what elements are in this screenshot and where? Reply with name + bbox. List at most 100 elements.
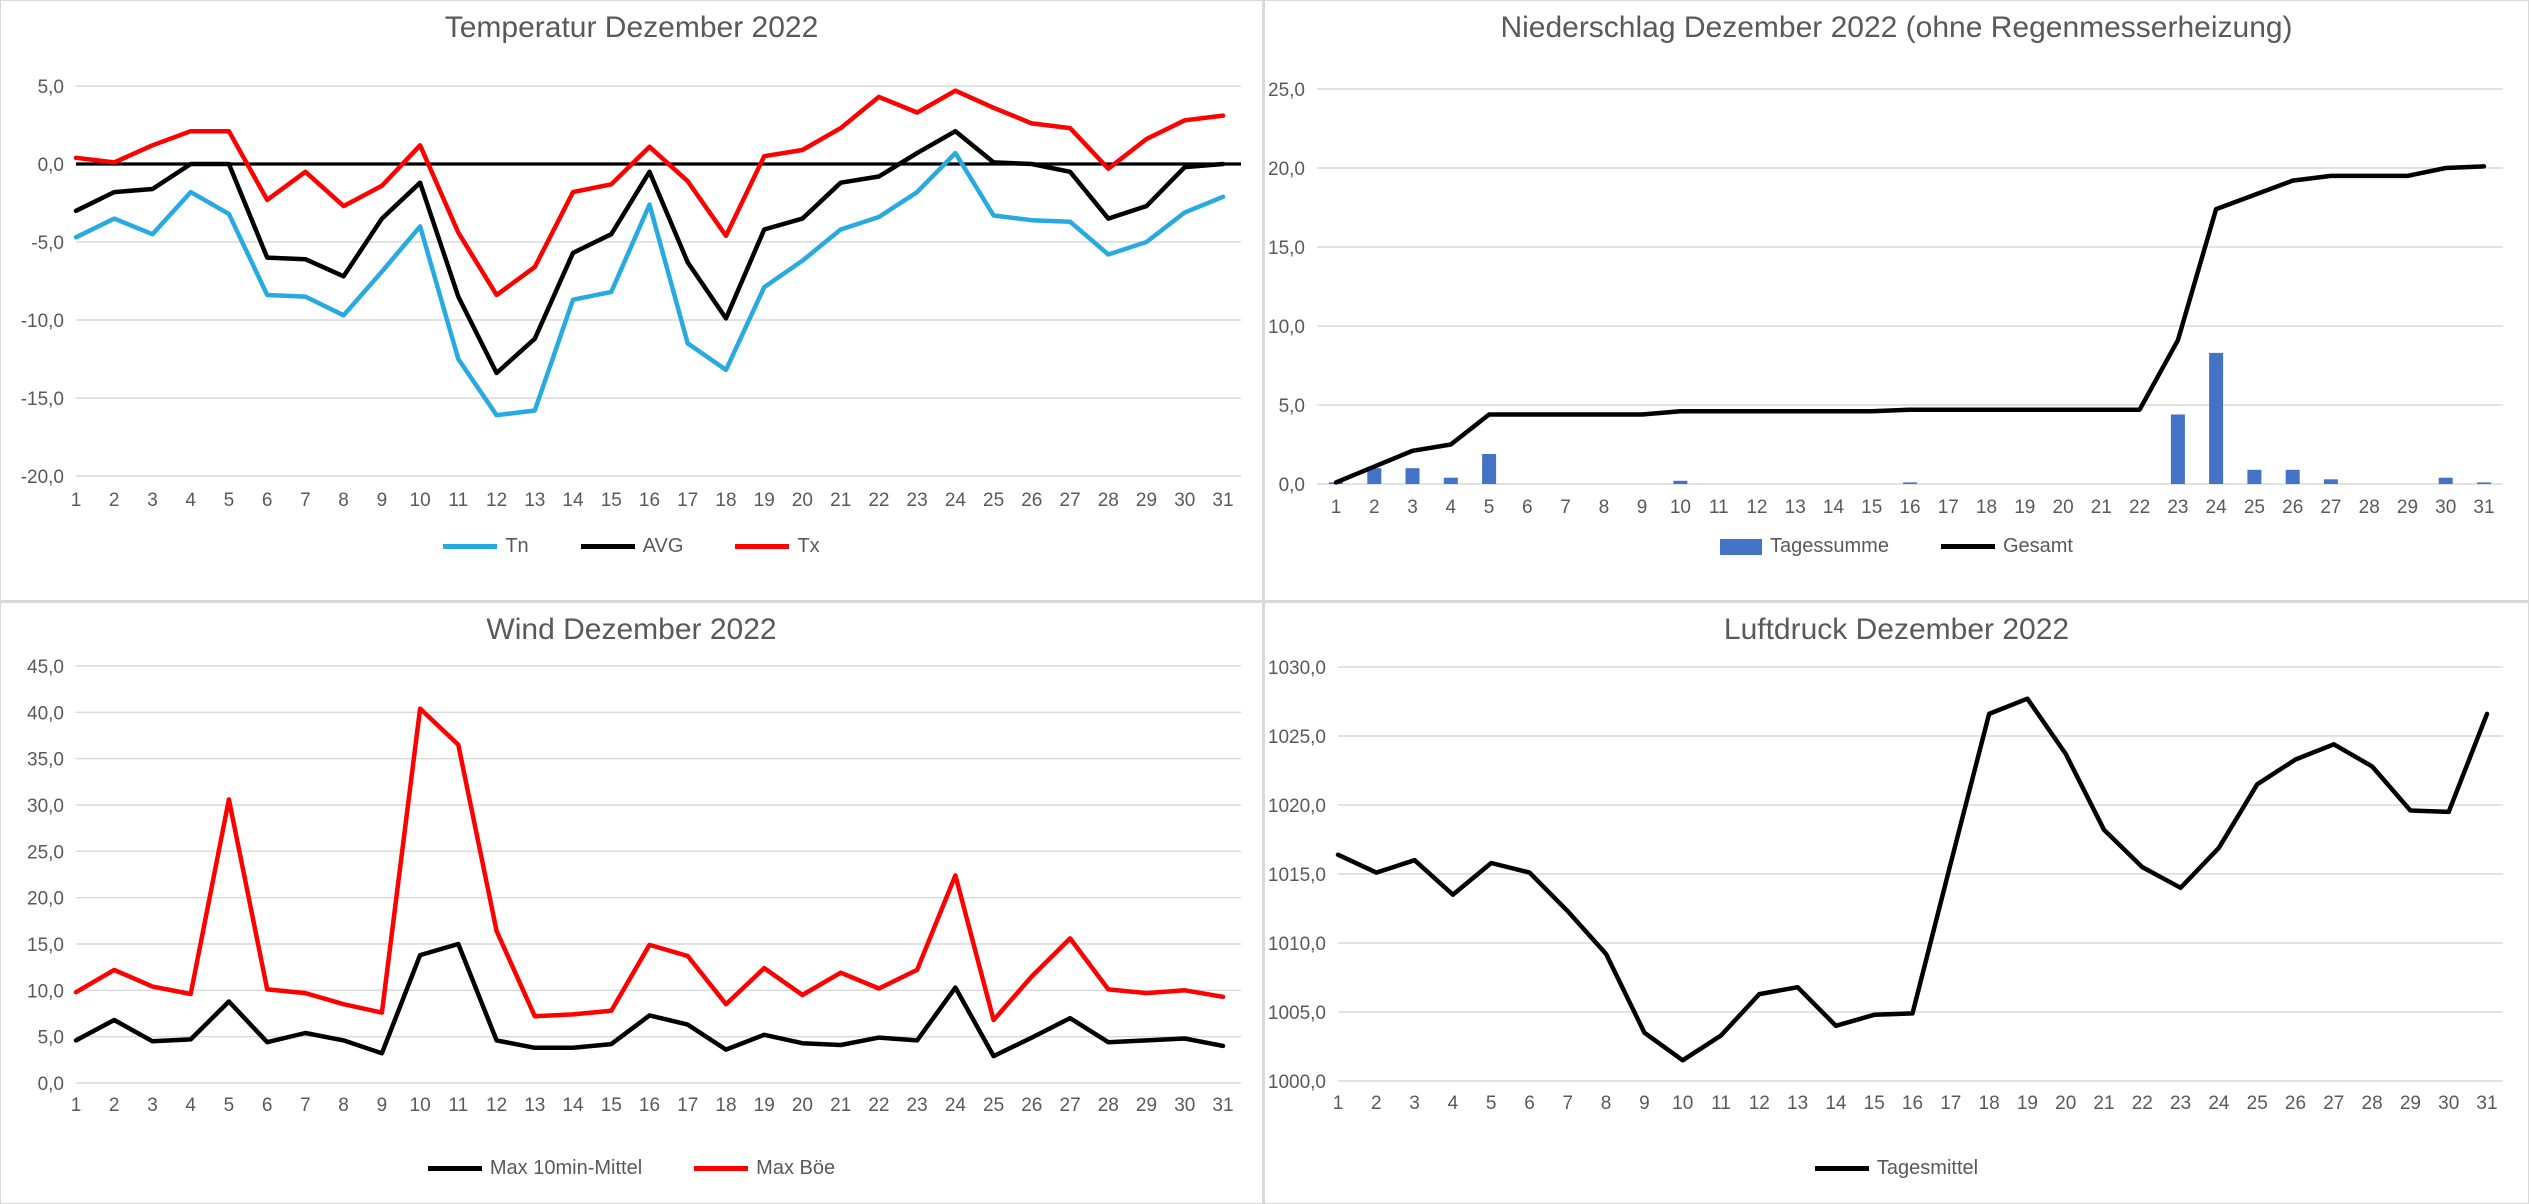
x-tick-label: 25 <box>983 1095 1004 1116</box>
x-tick-label: 23 <box>907 490 928 511</box>
x-tick-label: 14 <box>562 490 584 511</box>
x-tick-label: 19 <box>2014 497 2035 518</box>
x-tick-label: 22 <box>868 490 889 511</box>
temperature-chart-title: Temperatur Dezember 2022 <box>444 11 819 44</box>
legend-item-tagessumme: Tagessumme <box>1720 535 1889 558</box>
legend-label-tx: Tx <box>797 535 820 557</box>
x-tick-label: 13 <box>1787 1093 1808 1114</box>
x-tick-label: 15 <box>601 490 622 511</box>
x-tick-label: 12 <box>1746 497 1767 518</box>
x-tick-label: 20 <box>792 490 813 511</box>
y-tick-label: 15,0 <box>1268 238 1305 259</box>
y-tick-label: 1005,0 <box>1268 1003 1326 1024</box>
x-tick-label: 24 <box>945 1095 967 1116</box>
x-tick-label: 25 <box>2247 1093 2268 1114</box>
x-tick-label: 18 <box>715 1095 736 1116</box>
bar-tagessumme <box>2323 479 2338 484</box>
bar-tagessumme <box>2247 469 2262 484</box>
wind-legend: Max 10min-Mittel Max Böe <box>1 1157 1262 1180</box>
x-tick-label: 21 <box>830 1095 851 1116</box>
y-tick-label: 0,0 <box>38 155 64 176</box>
bar-tagessumme <box>2438 477 2453 484</box>
x-tick-label: 30 <box>2435 497 2456 518</box>
x-tick-label: 24 <box>2206 497 2228 518</box>
tagesmittel-line-swatch <box>1814 1166 1869 1171</box>
x-tick-label: 11 <box>1709 497 1729 518</box>
x-tick-label: 30 <box>1174 1095 1195 1116</box>
gesamt-line-swatch <box>1940 544 1995 549</box>
x-tick-label: 22 <box>2129 497 2150 518</box>
y-tick-label: 10,0 <box>1268 317 1305 338</box>
y-tick-label: 1025,0 <box>1268 727 1326 748</box>
x-tick-label: 13 <box>524 490 545 511</box>
x-tick-label: 1 <box>1331 497 1342 518</box>
wind-chart-panel: Wind Dezember 2022 45,0 40,0 35,0 30,0 25,0 2… <box>1 603 1262 1203</box>
x-tick-label: 2 <box>109 490 120 511</box>
y-tick-label: 5,0 <box>1279 396 1305 417</box>
avg-line-swatch <box>580 544 635 549</box>
x-tick-label: 11 <box>448 1095 468 1116</box>
x-tick-label: 7 <box>1560 497 1571 518</box>
bar-tagessumme <box>2170 414 2185 484</box>
y-tick-label: -5,0 <box>31 233 64 254</box>
y-tick-label: 30,0 <box>27 796 64 817</box>
x-tick-label: 26 <box>1021 490 1042 511</box>
bar-tagessumme <box>1367 468 1382 484</box>
x-tick-label: 10 <box>410 490 431 511</box>
x-tick-label: 2 <box>1371 1093 1382 1114</box>
legend-label-gesamt: Gesamt <box>2002 535 2073 557</box>
x-tick-label: 11 <box>448 490 468 511</box>
y-tick-label: 25,0 <box>1268 80 1305 101</box>
x-tick-label: 13 <box>1785 497 1806 518</box>
series-line-avg <box>73 128 1226 376</box>
x-tick-label: 27 <box>1060 1095 1081 1116</box>
legend-label-avg: AVG <box>642 535 684 557</box>
x-tick-label: 2 <box>109 1095 120 1116</box>
temperature-chart-panel: Temperatur Dezember 2022 5,0 0,0 -5,0 -10,0… <box>1 1 1262 600</box>
x-tick-label: 8 <box>1599 497 1610 518</box>
x-tick-label: 24 <box>945 490 967 511</box>
y-tick-label: 1000,0 <box>1268 1072 1326 1093</box>
y-tick-label: 0,0 <box>1279 475 1305 496</box>
x-tick-label: 1 <box>71 490 82 511</box>
precipitation-chart-plot: 25,020,015,010,05,00,01 2 3 4 5 6 7 8 9 10 11 12 13 1… <box>1268 80 2503 518</box>
x-tick-label: 2 <box>1369 497 1380 518</box>
x-tick-label: 5 <box>1486 1093 1497 1114</box>
x-tick-label: 24 <box>2208 1093 2230 1114</box>
precipitation-legend: Tagessumme Gesamt <box>1265 535 2528 558</box>
x-tick-label: 17 <box>677 1095 698 1116</box>
series-line-tagesmittel <box>1335 696 2490 1063</box>
y-tick-label: 1020,0 <box>1268 796 1326 817</box>
bar-tagessumme <box>1405 468 1420 484</box>
x-tick-label: 29 <box>2397 497 2418 518</box>
x-tick-label: 27 <box>1060 490 1081 511</box>
precipitation-chart-panel: Niederschlag Dezember 2022 (ohne Regenme… <box>1265 1 2528 600</box>
y-tick-label: 1015,0 <box>1268 865 1326 886</box>
x-tick-label: 6 <box>1522 497 1533 518</box>
x-tick-label: 10 <box>1672 1093 1693 1114</box>
legend-label-tagesmittel: Tagesmittel <box>1876 1157 1979 1179</box>
x-tick-label: 16 <box>639 490 660 511</box>
x-tick-label: 14 <box>1825 1093 1847 1114</box>
legend-label-tn: Tn <box>505 535 529 557</box>
legend-label-max10min: Max 10min-Mittel <box>489 1157 643 1179</box>
x-tick-label: 5 <box>1484 497 1495 518</box>
x-tick-label: 26 <box>2282 497 2303 518</box>
y-tick-label: 1010,0 <box>1268 934 1326 955</box>
x-tick-label: 22 <box>2132 1093 2153 1114</box>
x-tick-label: 16 <box>639 1095 660 1116</box>
x-tick-label: 26 <box>1021 1095 1042 1116</box>
temperature-chart-plot: 5,00,0-5,0-10,0-15,0-20,01 2 3 4 5 6 7 8 9 10 11 12… <box>21 77 1241 511</box>
x-tick-label: 23 <box>2167 497 2188 518</box>
temperature-legend: Tn AVG Tx <box>1 535 1262 558</box>
x-tick-label: 8 <box>338 1095 349 1116</box>
legend-label-maxboe: Max Böe <box>756 1157 836 1179</box>
x-tick-label: 13 <box>524 1095 545 1116</box>
x-tick-label: 3 <box>147 1095 158 1116</box>
y-tick-label: 35,0 <box>27 750 64 771</box>
x-tick-label: 19 <box>754 490 775 511</box>
x-tick-label: 9 <box>1639 1093 1650 1114</box>
x-tick-label: 1 <box>1333 1093 1344 1114</box>
maxboe-line-swatch <box>694 1166 749 1171</box>
